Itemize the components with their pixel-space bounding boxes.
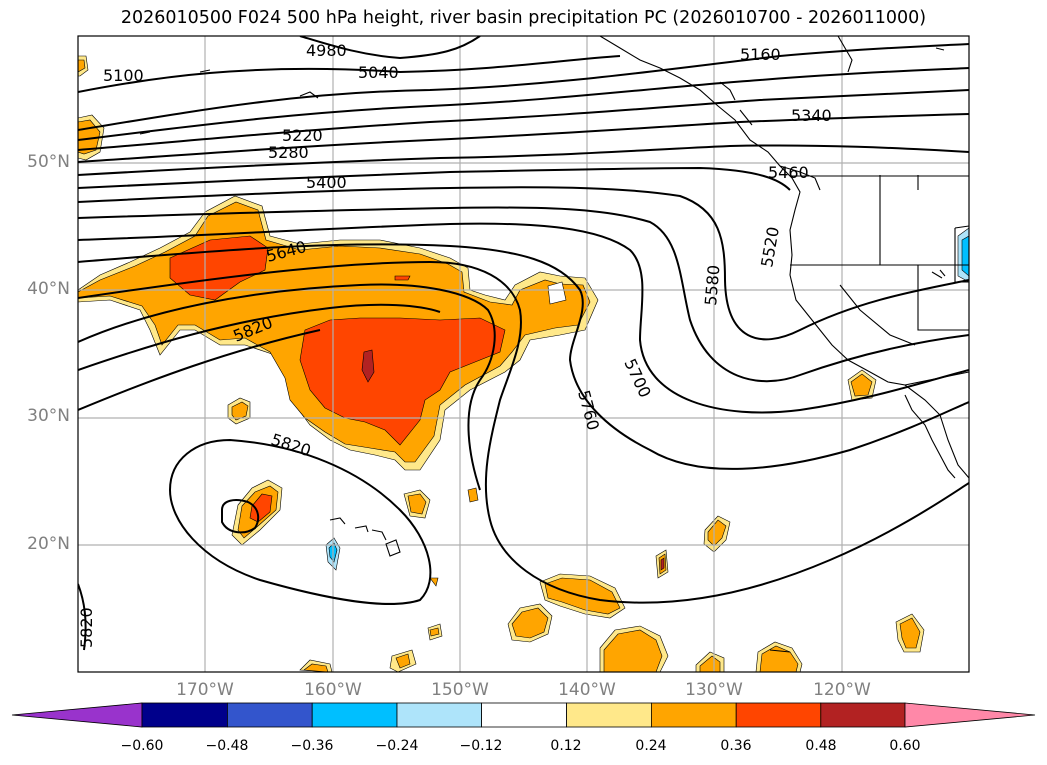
- lon-label: 130°W: [685, 680, 743, 700]
- colorbar-tick-label: −0.60: [120, 738, 164, 754]
- contour-label: 5460: [768, 163, 809, 182]
- colorbar-extend-high: [904, 702, 1036, 728]
- contour-label: 5280: [268, 143, 309, 162]
- colorbar-tick-label: 0.12: [550, 738, 582, 754]
- colorbar-tick-label: 0.24: [635, 738, 667, 754]
- contour-labels: 4980 5040 5100 5160 5220 5280 5340 5400 …: [77, 41, 832, 648]
- map-title: 2026010500 F024 500 hPa height, river ba…: [120, 8, 927, 28]
- contour-label: 5340: [791, 106, 832, 125]
- colorbar-tick-label: −0.36: [290, 738, 334, 754]
- colorbar-swatch: [141, 702, 228, 728]
- contour-label: 5100: [103, 66, 144, 85]
- lon-label: 160°W: [304, 680, 362, 700]
- colorbar-swatch: [481, 702, 568, 728]
- lon-label: 170°W: [176, 680, 234, 700]
- colorbar-tick-label: −0.12: [459, 738, 503, 754]
- height-contours: [78, 36, 969, 651]
- lon-label: 140°W: [558, 680, 616, 700]
- colorbar-swatch: [311, 702, 398, 728]
- colorbar-extend-low: [11, 702, 143, 728]
- lon-label: 150°W: [431, 680, 489, 700]
- colorbar-tick-label: 0.36: [720, 738, 752, 754]
- contour-label: 5220: [282, 126, 323, 145]
- map-frame: [77, 35, 970, 673]
- colorbar-swatch: [226, 702, 313, 728]
- colorbar-swatch: [820, 702, 906, 728]
- colorbar-swatch: [396, 702, 482, 728]
- gridlines: [78, 36, 969, 672]
- lat-label: 50°N: [27, 152, 70, 172]
- contour-label: 4980: [306, 41, 347, 60]
- colorbar-swatch: [735, 702, 822, 728]
- contour-label: 5400: [306, 173, 347, 192]
- colorbar-swatch: [651, 702, 737, 728]
- colorbar-tick-label: 0.60: [889, 738, 921, 754]
- colorbar-tick-label: −0.48: [205, 738, 249, 754]
- contour-label: 5580: [701, 264, 723, 306]
- lat-label: 40°N: [27, 279, 70, 299]
- colorbar: [11, 702, 1036, 728]
- lat-label: 30°N: [27, 406, 70, 426]
- colorbar-tick-label: 0.48: [805, 738, 837, 754]
- contour-label: 5820: [77, 607, 96, 648]
- colorbar-tick-label: −0.24: [375, 738, 419, 754]
- contour-label: 5160: [740, 45, 781, 64]
- contour-label: 5040: [358, 63, 399, 82]
- lat-label: 20°N: [27, 534, 70, 554]
- precip-shading: [78, 55, 969, 672]
- map-area: 4980 5040 5100 5160 5220 5280 5340 5400 …: [77, 36, 969, 672]
- lon-label: 120°W: [813, 680, 871, 700]
- colorbar-swatch: [566, 702, 652, 728]
